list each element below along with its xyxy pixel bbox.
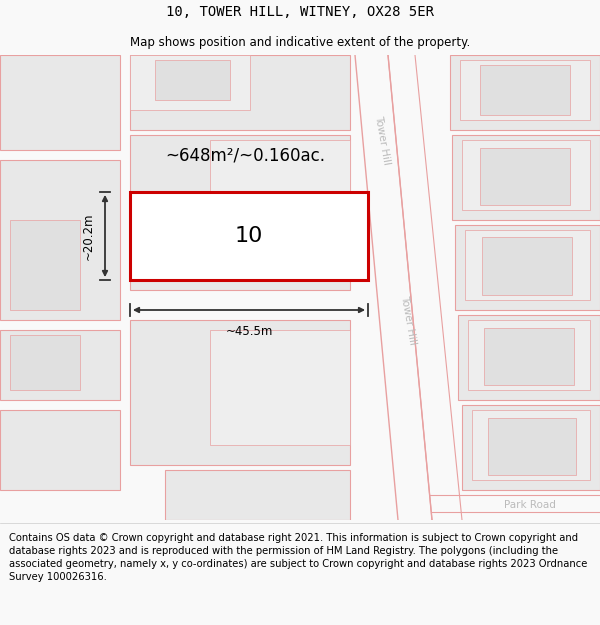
Polygon shape [0, 55, 120, 150]
Polygon shape [465, 230, 590, 300]
Polygon shape [462, 140, 590, 210]
Polygon shape [472, 410, 590, 480]
Polygon shape [0, 410, 120, 490]
Text: Park Road: Park Road [504, 500, 556, 510]
Polygon shape [480, 65, 570, 115]
Text: Map shows position and indicative extent of the property.: Map shows position and indicative extent… [130, 36, 470, 49]
Polygon shape [130, 55, 250, 110]
Polygon shape [10, 335, 80, 390]
Text: 10, TOWER HILL, WITNEY, OX28 5ER: 10, TOWER HILL, WITNEY, OX28 5ER [166, 5, 434, 19]
Polygon shape [460, 60, 590, 120]
Text: ~648m²/~0.160ac.: ~648m²/~0.160ac. [165, 146, 325, 164]
Text: Tower Hill: Tower Hill [399, 294, 417, 346]
Polygon shape [462, 405, 600, 490]
Polygon shape [488, 418, 576, 475]
Polygon shape [482, 237, 572, 295]
Polygon shape [450, 55, 600, 130]
Polygon shape [468, 320, 590, 390]
Polygon shape [484, 328, 574, 385]
Polygon shape [165, 470, 350, 520]
Polygon shape [130, 55, 350, 130]
Polygon shape [0, 330, 120, 400]
Polygon shape [130, 320, 350, 465]
Polygon shape [455, 225, 600, 310]
Polygon shape [155, 60, 230, 100]
Polygon shape [0, 160, 120, 320]
Text: 10: 10 [235, 226, 263, 246]
Polygon shape [480, 148, 570, 205]
Polygon shape [458, 315, 600, 400]
Polygon shape [452, 135, 600, 220]
Text: Tower Hill: Tower Hill [373, 114, 391, 166]
Polygon shape [210, 140, 350, 270]
Bar [130, 192, 368, 280]
Text: ~45.5m: ~45.5m [226, 325, 272, 338]
Text: ~20.2m: ~20.2m [82, 213, 95, 260]
Polygon shape [210, 330, 350, 445]
Polygon shape [130, 135, 350, 290]
Polygon shape [10, 220, 80, 310]
Text: Contains OS data © Crown copyright and database right 2021. This information is : Contains OS data © Crown copyright and d… [9, 532, 587, 582]
